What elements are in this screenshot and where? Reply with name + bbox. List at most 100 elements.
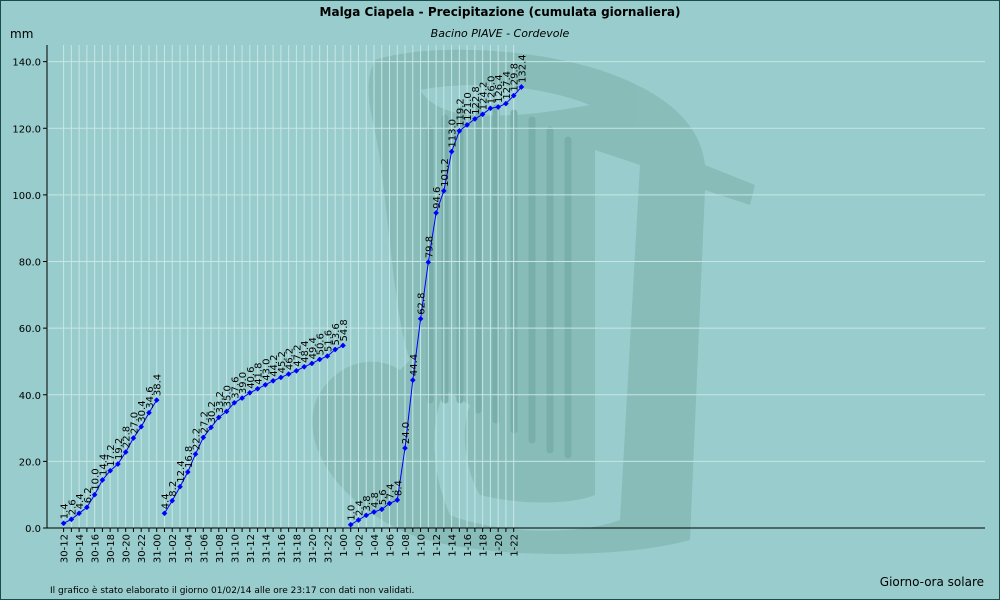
- data-label: 48.4: [300, 341, 311, 363]
- data-point: [107, 467, 114, 474]
- data-label: 127.4: [502, 71, 513, 100]
- data-point: [208, 424, 214, 431]
- data-label: 94.6: [432, 187, 443, 209]
- data-point: [301, 363, 308, 370]
- y-tick-label: 100.0: [12, 191, 41, 202]
- data-point: [215, 414, 222, 421]
- x-tick-label: 31-02: [168, 534, 179, 563]
- axes: [43, 45, 985, 532]
- data-point: [456, 128, 463, 134]
- data-label: 5.6: [378, 489, 389, 505]
- data-point: [378, 506, 385, 513]
- data-label: 40.6: [246, 367, 257, 389]
- data-point: [309, 360, 315, 367]
- data-point: [115, 461, 121, 467]
- data-label: 1.0: [347, 505, 358, 521]
- data-label: 2.6: [67, 499, 78, 515]
- x-tick-label: 1-08: [401, 534, 412, 557]
- data-label: 101.2: [440, 158, 451, 187]
- data-label: 44.4: [409, 354, 420, 376]
- data-point: [355, 517, 362, 523]
- data-label: 113.0: [448, 119, 459, 148]
- x-tick-label: 30-12: [60, 534, 71, 563]
- data-label: 49.4: [308, 337, 319, 359]
- x-tick-label: 1-02: [354, 534, 365, 557]
- data-label: 4.8: [370, 492, 381, 508]
- x-tick-label: 31-20: [308, 534, 319, 563]
- y-tick-labels: 0.0 20.0 40.0 60.0 80.0 100.0 120.0 140.0: [12, 58, 41, 535]
- data-point: [363, 512, 370, 519]
- data-point: [324, 353, 331, 359]
- data-label: 30.4: [137, 400, 148, 422]
- x-axis-title: Giorno-ora solare: [880, 575, 984, 589]
- data-point: [239, 395, 245, 401]
- x-tick-label: 1-10: [417, 534, 428, 557]
- data-point: [518, 84, 525, 90]
- data-point: [246, 389, 253, 396]
- data-point: [487, 105, 494, 112]
- data-point: [76, 510, 82, 517]
- data-label: 38.4: [153, 374, 164, 396]
- value-labels: 1.42.64.46.210.014.417.219.222.827.030.4…: [60, 54, 529, 520]
- data-point: [91, 491, 98, 498]
- data-point: [316, 356, 323, 363]
- data-point: [293, 367, 300, 374]
- data-label: 45.2: [277, 351, 288, 373]
- y-tick-label: 60.0: [19, 324, 41, 335]
- data-point: [161, 510, 168, 517]
- x-tick-label: 1-12: [432, 534, 443, 557]
- footer-note: Il grafico è stato elaborato il giorno 0…: [50, 585, 414, 596]
- data-label: 17.2: [106, 444, 117, 466]
- data-label: 6.2: [83, 487, 94, 503]
- data-point: [184, 469, 191, 475]
- y-tick-label: 0.0: [25, 524, 41, 535]
- data-point: [223, 408, 230, 415]
- x-tick-label: 30-22: [137, 534, 148, 563]
- data-label: 126.4: [494, 74, 505, 103]
- data-label: 4.4: [161, 493, 172, 509]
- data-label: 22.2: [192, 428, 203, 450]
- x-tick-label: 31-00: [153, 534, 164, 563]
- data-label: 4.4: [75, 493, 86, 509]
- y-axis-unit: mm: [10, 27, 33, 41]
- x-tick-label: 31-14: [261, 534, 272, 563]
- data-point: [472, 116, 478, 122]
- data-label: 19.2: [114, 438, 125, 460]
- data-label: 79.8: [424, 236, 435, 258]
- data-label: 126.0: [486, 76, 497, 105]
- harp-watermark-icon: [312, 49, 755, 554]
- data-point: [99, 477, 106, 483]
- data-label: 37.6: [230, 377, 241, 399]
- data-label: 14.4: [98, 454, 109, 476]
- x-tick-label: 31-04: [184, 534, 195, 563]
- data-point: [84, 504, 90, 511]
- x-tick-label: 1-20: [494, 534, 505, 557]
- data-label: 27.2: [199, 411, 210, 433]
- data-label: 12.4: [176, 460, 187, 482]
- x-tick-label: 30-16: [91, 534, 102, 563]
- data-point: [440, 188, 447, 194]
- x-tick-label: 1-06: [386, 534, 397, 557]
- x-tick-label: 30-20: [122, 534, 133, 563]
- data-label: 35.0: [223, 385, 234, 407]
- data-point: [200, 434, 207, 441]
- data-label: 27.0: [129, 412, 140, 434]
- data-point: [386, 500, 393, 507]
- y-tick-label: 80.0: [19, 258, 41, 269]
- y-tick-label: 20.0: [19, 457, 41, 468]
- x-tick-label: 30-18: [106, 534, 117, 563]
- data-label: 8.2: [168, 481, 179, 497]
- series-points: [60, 84, 525, 528]
- x-tick-label: 1-18: [479, 534, 490, 557]
- data-point: [169, 497, 176, 504]
- chart-subtitle: Bacino PIAVE - Cordevole: [431, 27, 570, 40]
- data-point: [425, 259, 432, 266]
- x-tick-label: 1-00: [339, 534, 350, 557]
- data-label: 124.2: [479, 82, 490, 111]
- x-tick-label: 31-08: [215, 534, 226, 563]
- data-label: 53.6: [331, 323, 342, 345]
- data-label: 129.8: [510, 63, 521, 92]
- y-tick-label: 120.0: [12, 124, 41, 135]
- chart-title: Malga Ciapela - Precipitazione (cumulata…: [320, 5, 681, 19]
